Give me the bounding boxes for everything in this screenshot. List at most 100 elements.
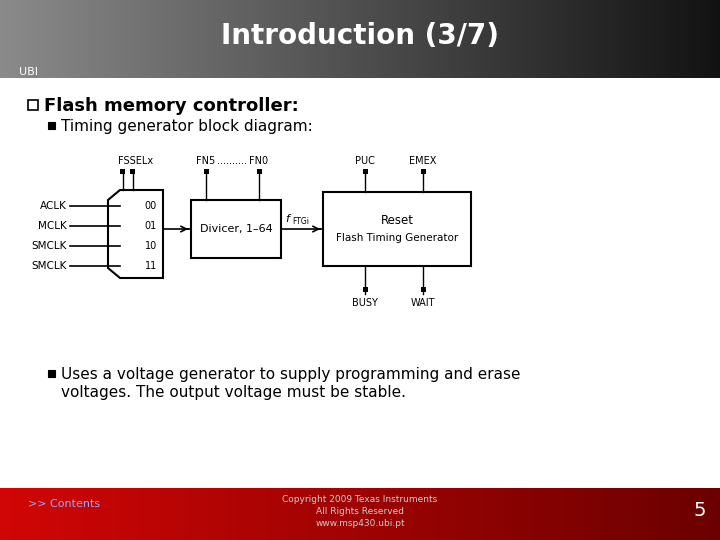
Bar bbox=[396, 0, 397, 78]
Bar bbox=[417, 488, 418, 540]
Bar bbox=[347, 488, 348, 540]
Text: Introduction (3/7): Introduction (3/7) bbox=[221, 22, 499, 50]
Bar bbox=[379, 0, 380, 78]
Bar bbox=[202, 488, 203, 540]
Bar bbox=[168, 488, 169, 540]
Bar bbox=[214, 488, 215, 540]
Bar bbox=[408, 0, 409, 78]
Bar bbox=[563, 488, 564, 540]
Bar bbox=[615, 488, 616, 540]
Bar bbox=[209, 488, 210, 540]
Bar bbox=[551, 0, 552, 78]
Bar bbox=[320, 488, 321, 540]
Bar bbox=[519, 0, 520, 78]
Bar bbox=[362, 488, 363, 540]
Bar bbox=[169, 488, 170, 540]
Bar bbox=[377, 0, 378, 78]
Bar bbox=[382, 488, 383, 540]
Bar bbox=[632, 0, 633, 78]
Bar bbox=[537, 0, 538, 78]
Bar bbox=[514, 0, 515, 78]
Bar bbox=[397, 488, 398, 540]
Bar bbox=[383, 488, 384, 540]
Bar bbox=[460, 488, 461, 540]
Bar bbox=[296, 488, 297, 540]
Bar bbox=[703, 0, 704, 78]
Bar bbox=[616, 0, 617, 78]
Bar bbox=[3, 488, 4, 540]
Bar bbox=[153, 488, 154, 540]
Bar bbox=[57, 0, 58, 78]
Bar bbox=[620, 0, 621, 78]
Bar bbox=[633, 488, 634, 540]
Bar bbox=[213, 0, 214, 78]
Bar bbox=[476, 0, 477, 78]
Bar bbox=[573, 0, 574, 78]
Bar bbox=[316, 488, 317, 540]
Bar bbox=[392, 0, 393, 78]
Bar bbox=[102, 488, 103, 540]
Bar bbox=[616, 488, 617, 540]
Text: f: f bbox=[285, 214, 289, 224]
Bar bbox=[708, 488, 709, 540]
Bar bbox=[642, 0, 643, 78]
Bar bbox=[541, 0, 542, 78]
Bar bbox=[219, 0, 220, 78]
Text: Uses a voltage generator to supply programming and erase: Uses a voltage generator to supply progr… bbox=[61, 367, 521, 381]
Bar bbox=[307, 0, 308, 78]
Bar bbox=[131, 0, 132, 78]
Bar bbox=[652, 0, 653, 78]
Bar bbox=[634, 488, 635, 540]
Bar bbox=[73, 488, 74, 540]
Bar bbox=[266, 0, 267, 78]
Bar bbox=[321, 488, 322, 540]
Bar bbox=[621, 0, 622, 78]
Bar bbox=[197, 488, 198, 540]
Bar bbox=[164, 488, 165, 540]
Bar bbox=[484, 488, 485, 540]
Bar bbox=[341, 0, 342, 78]
Bar bbox=[386, 488, 387, 540]
Bar bbox=[699, 488, 700, 540]
Bar bbox=[140, 0, 141, 78]
Bar bbox=[114, 488, 115, 540]
Bar bbox=[19, 0, 20, 78]
Bar bbox=[327, 0, 328, 78]
Bar bbox=[667, 488, 668, 540]
Bar bbox=[60, 0, 61, 78]
Bar bbox=[278, 0, 279, 78]
Bar bbox=[177, 0, 178, 78]
Bar bbox=[420, 488, 421, 540]
Bar bbox=[231, 488, 232, 540]
Bar bbox=[711, 488, 712, 540]
Bar bbox=[385, 0, 386, 78]
Bar bbox=[631, 0, 632, 78]
Bar bbox=[205, 488, 206, 540]
Bar bbox=[78, 0, 79, 78]
Bar bbox=[635, 0, 636, 78]
Bar bbox=[480, 488, 481, 540]
Bar bbox=[15, 0, 16, 78]
Bar bbox=[376, 0, 377, 78]
Bar bbox=[309, 0, 310, 78]
Bar bbox=[263, 0, 264, 78]
Bar bbox=[285, 0, 286, 78]
Bar bbox=[456, 0, 457, 78]
Bar bbox=[241, 0, 242, 78]
Bar bbox=[623, 488, 624, 540]
Bar bbox=[667, 0, 668, 78]
Bar bbox=[146, 488, 147, 540]
Bar bbox=[576, 0, 577, 78]
Bar bbox=[477, 488, 478, 540]
Bar bbox=[398, 0, 399, 78]
Text: www.msp430.ubi.pt: www.msp430.ubi.pt bbox=[315, 519, 405, 529]
Bar bbox=[365, 0, 366, 78]
Bar bbox=[621, 488, 622, 540]
Bar bbox=[30, 488, 31, 540]
Bar bbox=[201, 488, 202, 540]
Bar bbox=[475, 0, 476, 78]
Bar bbox=[165, 0, 166, 78]
Bar bbox=[131, 488, 132, 540]
Bar bbox=[516, 0, 517, 78]
Bar bbox=[280, 0, 281, 78]
